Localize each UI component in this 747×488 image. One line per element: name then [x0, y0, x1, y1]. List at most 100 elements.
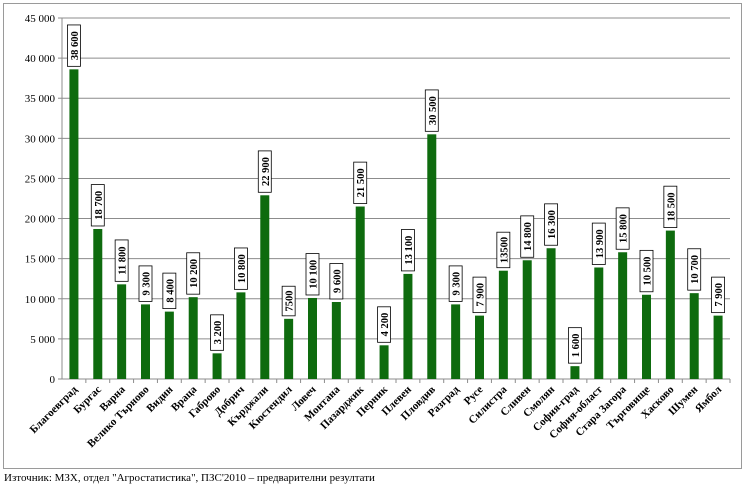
data-label-box	[591, 222, 606, 265]
data-label: 10 500	[639, 249, 654, 293]
x-category-label: Ямбол	[693, 384, 724, 415]
data-label-text: 11 800	[118, 246, 129, 274]
data-label: 10 700	[687, 248, 701, 291]
bar	[594, 267, 604, 379]
data-label: 30 500	[424, 89, 439, 132]
y-tick-label: 30 000	[25, 133, 56, 145]
data-label-box	[281, 285, 296, 317]
data-label: 22 900	[257, 150, 272, 193]
data-label: 8 400	[162, 272, 176, 310]
data-label-box	[305, 253, 320, 296]
data-label: 21 500	[353, 161, 368, 204]
bar	[141, 304, 150, 379]
data-label-text: 9 300	[142, 272, 153, 296]
data-label-box	[663, 185, 678, 228]
bar	[379, 345, 389, 379]
bar	[93, 228, 103, 379]
data-label: 13 100	[401, 229, 415, 272]
data-label-box	[496, 231, 511, 269]
data-label: 10 200	[186, 252, 200, 295]
data-label-box	[639, 249, 654, 293]
data-label-text: 13500	[499, 237, 510, 263]
data-label-box	[114, 239, 129, 282]
data-label: 38 600	[67, 24, 81, 67]
data-label-text: 1 600	[571, 334, 582, 358]
bar	[475, 315, 484, 379]
y-tick-label: 35 000	[25, 93, 56, 105]
data-label-text: 22 900	[261, 157, 272, 186]
data-label: 15 800	[615, 207, 630, 250]
data-label-text: 7 900	[714, 283, 725, 307]
bar	[427, 134, 437, 379]
data-label-box	[353, 161, 368, 204]
bar	[570, 366, 580, 379]
data-label-box	[568, 327, 582, 364]
bar	[236, 292, 246, 379]
data-label-text: 30 500	[428, 96, 439, 125]
data-label-text: 13 100	[404, 236, 415, 265]
data-label: 16 300	[544, 203, 558, 246]
data-label: 10 100	[305, 253, 320, 296]
data-label: 9 300	[448, 265, 463, 302]
y-tick-label: 15 000	[25, 254, 56, 266]
data-label-box	[401, 229, 415, 272]
source-note: Източник: МЗХ, отдел "Агростатистика", П…	[4, 472, 375, 484]
data-label: 3 200	[210, 314, 224, 351]
data-label-box	[377, 306, 391, 343]
data-label-box	[448, 265, 463, 302]
bar-chart: 0 5 000 10 000 15 000 20 000 25 000 30 000 35 0…	[25, 13, 731, 450]
bar	[451, 304, 461, 379]
data-label-text: 3 200	[213, 321, 224, 345]
data-label: 10 800	[234, 247, 248, 290]
data-label: 18 500	[663, 185, 678, 228]
data-label-box	[210, 314, 224, 351]
bar	[665, 230, 675, 379]
data-label-text: 18 500	[666, 192, 677, 221]
bar	[403, 273, 413, 379]
data-label: 7 900	[472, 276, 487, 314]
data-label: 1 600	[568, 327, 582, 364]
bar	[689, 293, 699, 379]
data-label-text: 7 900	[476, 283, 487, 307]
data-label-text: 15 800	[619, 214, 630, 243]
data-label-text: 13 900	[595, 229, 606, 258]
data-label-box	[257, 150, 272, 193]
data-label-text: 38 600	[70, 31, 81, 60]
bar	[117, 284, 127, 379]
y-tick-label: 20 000	[25, 214, 56, 226]
data-label-box	[234, 247, 248, 290]
data-label-box	[90, 184, 105, 227]
data-label-text: 14 800	[523, 222, 534, 251]
bar	[212, 353, 222, 379]
data-label-box	[615, 207, 630, 250]
data-label-box	[329, 263, 344, 300]
bar	[618, 252, 628, 379]
data-label: 13500	[496, 231, 511, 269]
data-label-box	[67, 24, 81, 67]
y-tick-label: 0	[50, 374, 56, 386]
data-label-text: 10 200	[189, 259, 200, 288]
data-label-text: 4 200	[380, 313, 391, 337]
bar	[284, 318, 294, 379]
bar	[713, 315, 723, 379]
bar	[522, 260, 532, 379]
bar	[546, 248, 556, 379]
bar	[188, 297, 198, 379]
bar	[498, 270, 508, 379]
data-label-box	[520, 215, 535, 258]
data-label: 11 800	[114, 239, 129, 282]
data-label-text: 16 300	[547, 210, 558, 239]
data-label-text: 21 500	[356, 168, 367, 197]
data-label: 7 900	[711, 276, 725, 314]
data-label-text: 10 100	[309, 260, 320, 289]
data-label-text: 7500	[285, 291, 296, 312]
bar	[69, 69, 79, 379]
data-label-box	[138, 265, 153, 302]
data-label: 4 200	[377, 306, 391, 343]
x-category-label: Видин	[144, 383, 176, 415]
y-tick-label: 40 000	[25, 53, 56, 65]
bar	[260, 195, 270, 379]
data-label-box	[711, 276, 725, 314]
data-label: 14 800	[520, 215, 535, 258]
data-label-text: 18 700	[94, 191, 105, 220]
